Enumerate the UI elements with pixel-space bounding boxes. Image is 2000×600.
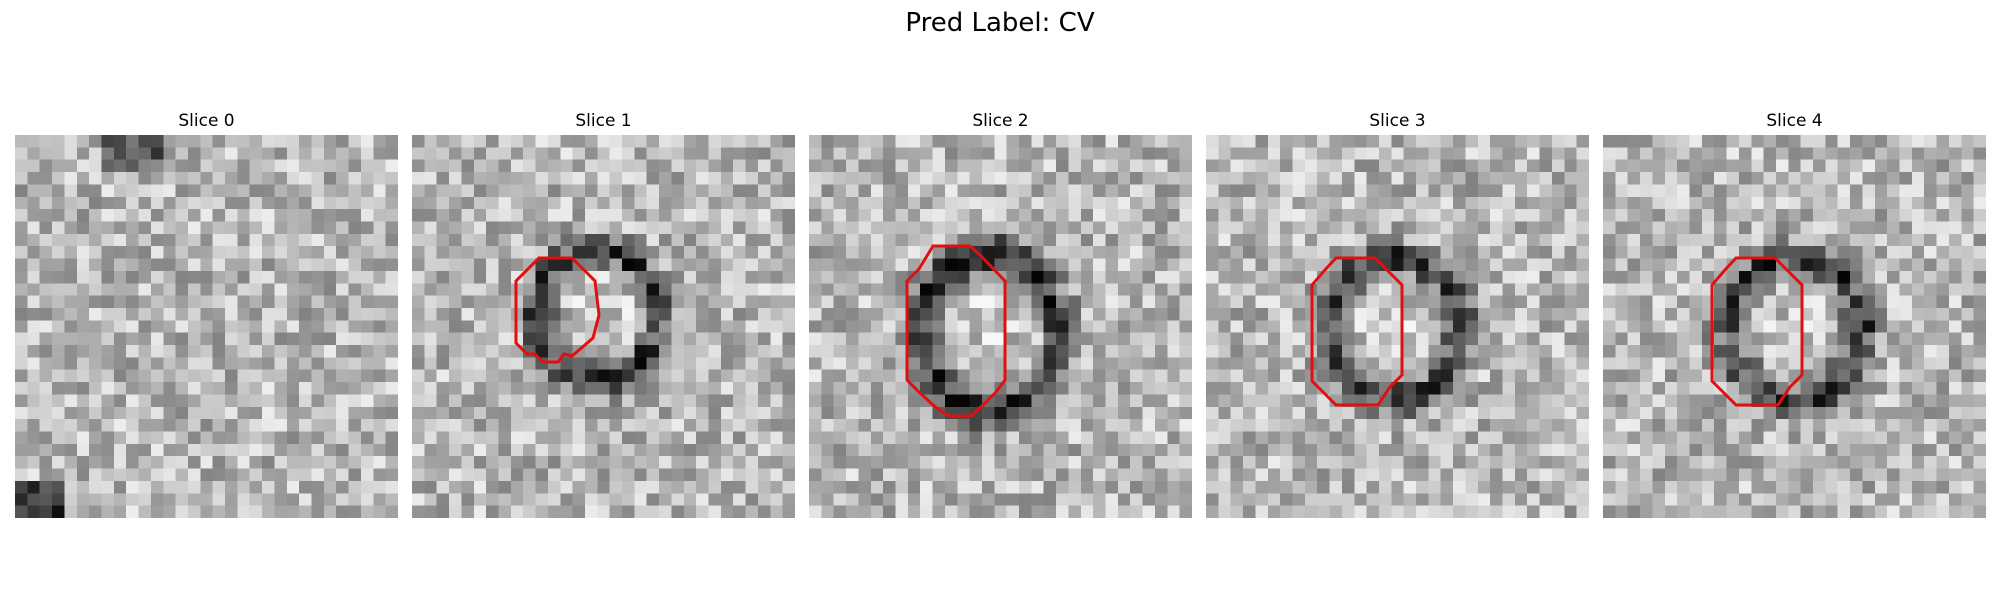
slice-panel-3: Slice 3 [1206, 110, 1589, 518]
slice-panel-0: Slice 0 [15, 110, 398, 518]
grayscale-slice-image [15, 135, 398, 518]
grayscale-slice-image [1603, 135, 1986, 518]
slice-panel-4: Slice 4 [1603, 110, 1986, 518]
prediction-contour [514, 256, 601, 364]
slice-panel-1: Slice 1 [412, 110, 795, 518]
grayscale-slice-image [809, 135, 1192, 518]
slice-title: Slice 2 [972, 111, 1029, 131]
grayscale-slice-image [1206, 135, 1589, 518]
slice-title: Slice 0 [178, 111, 235, 131]
grayscale-slice-image [412, 135, 795, 518]
contour-overlay [1310, 256, 1404, 407]
slice-image-0 [15, 135, 398, 518]
prediction-contour [905, 244, 1007, 418]
prediction-contour [1710, 256, 1804, 407]
figure-title: Pred Label: CV [905, 8, 1095, 38]
slice-image-2 [809, 135, 1192, 518]
slice-title: Slice 3 [1369, 111, 1426, 131]
prediction-contour [1310, 256, 1404, 407]
slice-image-4 [1603, 135, 1986, 518]
contour-overlay [1710, 256, 1804, 407]
slice-panel-2: Slice 2 [809, 110, 1192, 518]
slice-image-3 [1206, 135, 1589, 518]
contour-overlay [905, 244, 1007, 418]
contour-overlay [514, 256, 601, 364]
slice-title: Slice 4 [1766, 111, 1823, 131]
slice-image-1 [412, 135, 795, 518]
slice-title: Slice 1 [575, 111, 632, 131]
